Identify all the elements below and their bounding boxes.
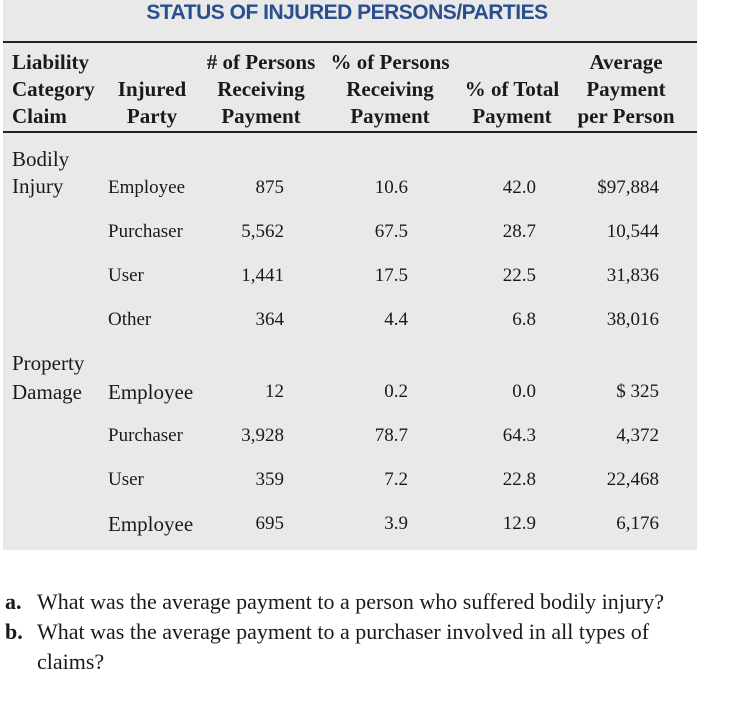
cell-pct-total: 0.0 <box>512 381 536 402</box>
cell-party: Employee <box>108 177 186 198</box>
cell-pct-persons: 4.4 <box>384 309 408 330</box>
cell-avg-payment: 10,544 <box>606 221 659 242</box>
cell-pct-total: 22.8 <box>502 469 536 490</box>
cell-party: Other <box>108 309 152 330</box>
cell-persons: 364 <box>255 309 285 330</box>
question-letter: a. <box>5 589 22 614</box>
cell-party: Employee <box>108 380 194 404</box>
question-letter: b. <box>5 619 23 644</box>
header-rule <box>3 131 697 133</box>
cell-category-line2: Damage <box>12 380 82 404</box>
questions: a. What was the average payment to a per… <box>5 587 705 677</box>
top-rule <box>3 41 697 43</box>
cell-pct-persons: 67.5 <box>374 221 408 242</box>
question-text: What was the average payment to a person… <box>37 589 664 614</box>
header-liability-category-claim: Liability Category Claim <box>12 50 95 128</box>
cell-persons: 12 <box>265 381 284 402</box>
cell-pct-total: 28.7 <box>502 221 536 242</box>
cell-persons: 1,441 <box>241 265 284 286</box>
table-title: STATUS OF INJURED PERSONS/PARTIES <box>146 1 548 24</box>
cell-persons: 875 <box>255 177 285 198</box>
header-persons-receiving-payment: # of Persons Receiving Payment <box>206 50 316 128</box>
cell-avg-payment: 4,372 <box>616 425 659 446</box>
cell-pct-total: 6.8 <box>512 309 536 330</box>
cell-avg-payment: 38,016 <box>606 309 659 330</box>
cell-persons: 3,928 <box>241 425 284 446</box>
cell-pct-total: 42.0 <box>502 177 536 198</box>
category-bodily-injury: Bodily Injury <box>12 147 70 198</box>
header-injured-party: Injured Party <box>117 77 187 128</box>
category-property-damage: Property <box>12 351 85 375</box>
question-b: b. What was the average payment to a pur… <box>5 617 705 677</box>
cell-avg-payment: 6,176 <box>616 513 659 534</box>
cell-avg-payment: 22,468 <box>606 469 659 490</box>
cell-persons: 5,562 <box>241 221 284 242</box>
cell-pct-total: 64.3 <box>502 425 536 446</box>
cell-pct-persons: 78.7 <box>374 425 408 446</box>
cell-persons: 359 <box>255 469 285 490</box>
cell-party: Employee <box>108 512 194 536</box>
cell-pct-persons: 17.5 <box>374 265 408 286</box>
cell-pct-total: 12.9 <box>502 513 536 534</box>
question-text: What was the average payment to a purcha… <box>37 619 650 674</box>
header-pct-total-payment: % of Total Payment <box>464 77 560 128</box>
cell-pct-persons: 0.2 <box>384 381 408 402</box>
cell-party: User <box>108 469 144 490</box>
cell-party: User <box>108 265 144 286</box>
header-average-payment-per-person: Average Payment per Person <box>577 50 675 128</box>
cell-pct-persons: 7.2 <box>384 469 408 490</box>
cell-party: Purchaser <box>108 425 183 446</box>
cell-avg-payment: $ 325 <box>616 381 659 402</box>
cell-avg-payment: 31,836 <box>606 265 659 286</box>
header-pct-persons-receiving-payment: % of Persons Receiving Payment <box>330 50 450 128</box>
cell-avg-payment: $97,884 <box>597 177 659 198</box>
cell-party: Purchaser <box>108 221 183 242</box>
cell-pct-total: 22.5 <box>502 265 536 286</box>
table-background <box>3 0 697 550</box>
question-a: a. What was the average payment to a per… <box>5 587 705 617</box>
cell-persons: 695 <box>255 513 285 534</box>
cell-pct-persons: 3.9 <box>384 513 408 534</box>
cell-pct-persons: 10.6 <box>374 177 408 198</box>
